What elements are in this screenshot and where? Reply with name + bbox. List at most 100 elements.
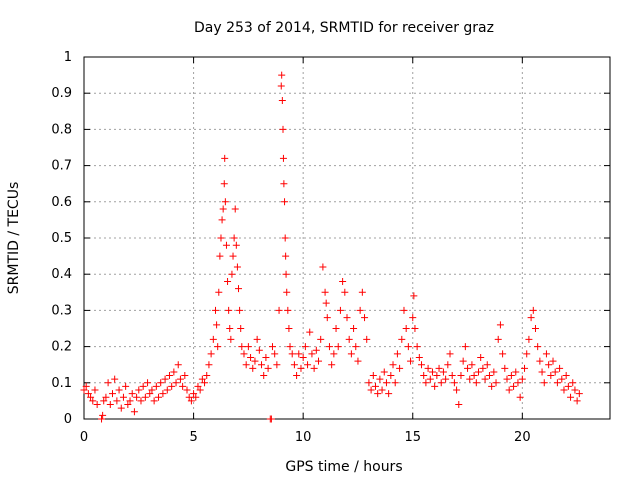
data-point: [174, 361, 182, 369]
data-point: [133, 393, 141, 401]
data-point: [278, 96, 286, 104]
data-point: [455, 401, 463, 409]
data-point: [499, 350, 507, 358]
data-point: [155, 393, 163, 401]
data-point: [290, 361, 298, 369]
data-point: [387, 372, 395, 380]
data-point: [376, 375, 384, 383]
data-point: [230, 234, 238, 242]
data-point: [221, 198, 229, 206]
data-point: [503, 375, 511, 383]
y-tick-label: 0.1: [51, 376, 72, 391]
x-tick-label: 10: [295, 430, 312, 445]
data-point: [251, 357, 259, 365]
data-point: [267, 415, 275, 423]
y-tick-label: 0.4: [51, 267, 72, 282]
data-point: [573, 397, 581, 405]
data-point: [135, 386, 143, 394]
y-tick-label: 0.2: [51, 340, 72, 355]
data-point: [339, 277, 347, 285]
data-point: [562, 372, 570, 380]
data-point: [93, 401, 101, 409]
data-point: [321, 288, 329, 296]
data-point: [516, 393, 524, 401]
data-point: [510, 382, 518, 390]
data-point: [496, 321, 504, 329]
data-point: [494, 335, 502, 343]
data-point: [424, 364, 432, 372]
data-point: [201, 379, 209, 387]
data-point: [297, 364, 305, 372]
data-point: [411, 325, 419, 332]
data-point: [312, 346, 320, 354]
data-point: [194, 382, 202, 390]
data-point: [281, 234, 289, 242]
data-point: [490, 368, 498, 376]
data-point: [288, 350, 296, 358]
y-tick-label: 0.9: [51, 86, 72, 101]
data-point: [231, 205, 239, 213]
data-point: [382, 379, 390, 387]
data-point: [304, 361, 312, 369]
data-point: [426, 375, 434, 383]
data-point: [82, 382, 90, 390]
data-point: [130, 408, 138, 416]
data-point: [315, 357, 323, 365]
data-point: [400, 306, 408, 314]
data-point: [148, 386, 156, 394]
data-point: [157, 379, 165, 387]
data-point: [418, 361, 426, 369]
data-point: [446, 350, 454, 358]
data-point: [235, 285, 243, 293]
data-point: [262, 353, 270, 361]
data-point: [161, 375, 169, 383]
data-point: [492, 379, 500, 387]
data-point: [328, 361, 336, 369]
data-point: [108, 390, 116, 398]
data-point: [168, 382, 176, 390]
data-point: [464, 364, 472, 372]
data-point: [183, 386, 191, 394]
y-tick-label: 1: [64, 50, 72, 65]
data-point: [249, 364, 257, 372]
data-point: [466, 375, 474, 383]
data-point: [564, 382, 572, 390]
data-point: [253, 335, 261, 343]
data-point: [258, 361, 266, 369]
data-point: [264, 364, 272, 372]
data-point: [545, 361, 553, 369]
data-point: [165, 372, 173, 380]
data-point: [278, 71, 286, 79]
data-point: [99, 411, 107, 419]
data-point: [350, 325, 358, 332]
x-axis: 0 5 10 15 20: [80, 57, 531, 445]
data-point: [150, 397, 158, 405]
data-point: [196, 386, 204, 394]
data-point: [354, 357, 362, 365]
data-point: [448, 372, 456, 380]
data-point: [428, 368, 436, 376]
y-axis-title: SRMTID / TECUs: [6, 182, 22, 295]
data-point: [299, 353, 307, 361]
data-point: [100, 397, 108, 405]
data-point: [190, 390, 198, 398]
data-point: [442, 375, 450, 383]
data-point: [396, 364, 404, 372]
data-point: [330, 350, 338, 358]
data-point: [226, 325, 234, 332]
data-point: [553, 379, 561, 387]
data-point: [402, 325, 410, 332]
data-point: [521, 364, 529, 372]
data-point: [310, 364, 318, 372]
data-point: [271, 350, 279, 358]
data-point: [556, 364, 564, 372]
data-point: [393, 350, 401, 358]
data-point: [567, 393, 575, 401]
data-point: [111, 375, 119, 383]
data-point: [273, 361, 281, 369]
data-point: [128, 390, 136, 398]
data-point: [361, 314, 369, 322]
data-point: [389, 361, 397, 369]
